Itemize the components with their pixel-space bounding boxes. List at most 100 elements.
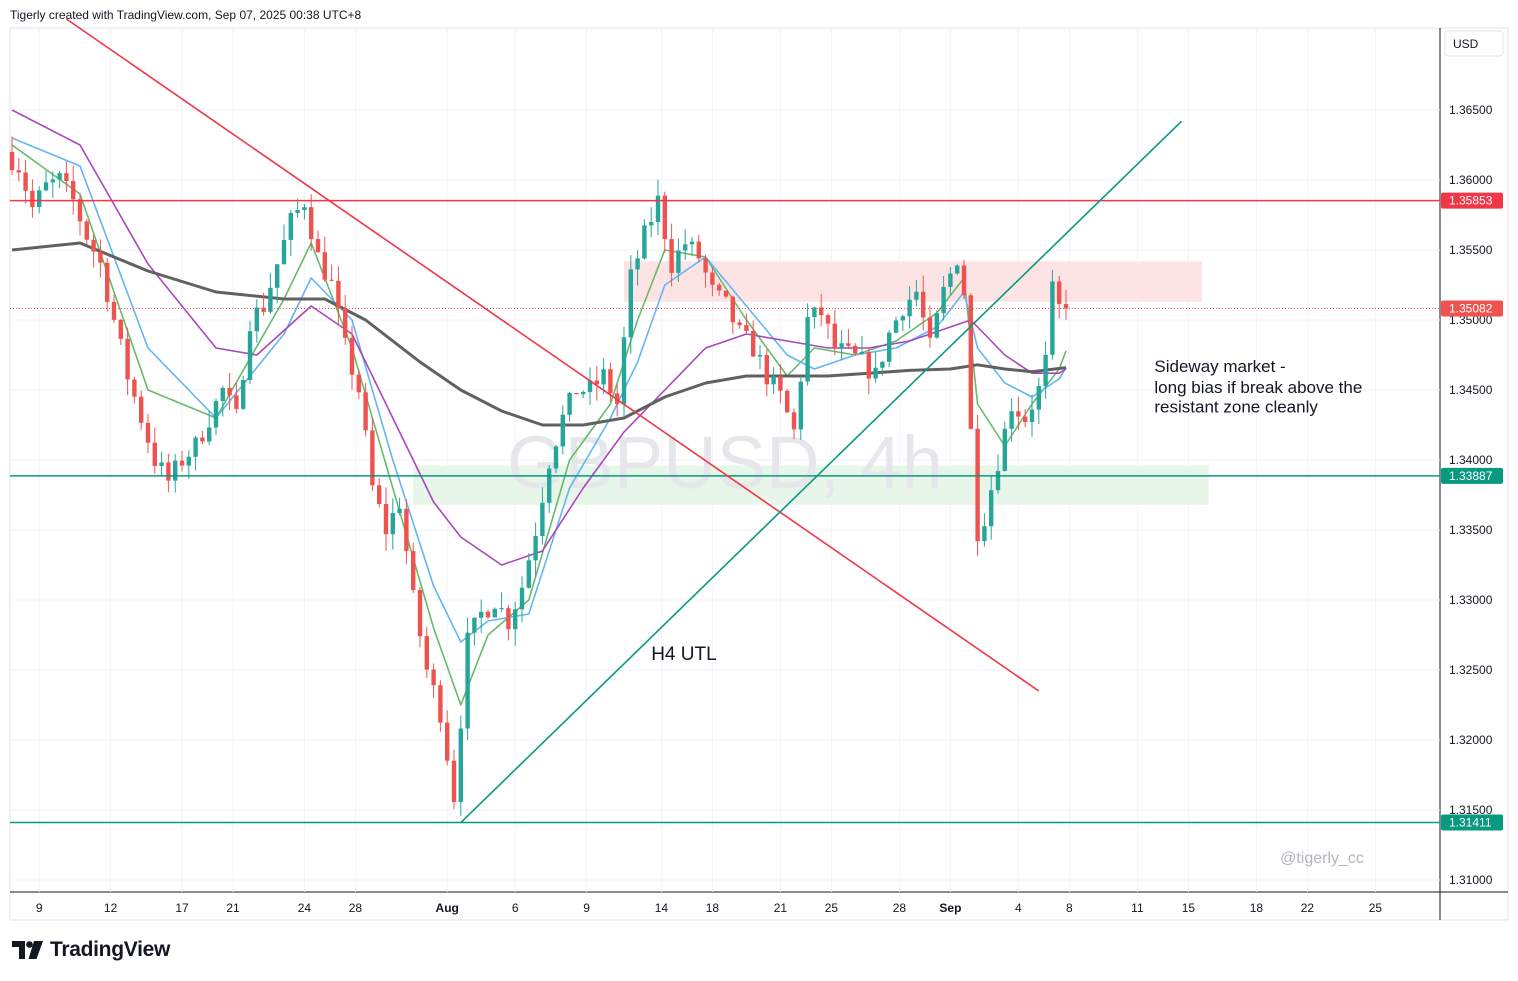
candle-body (798, 381, 803, 430)
candle-body (458, 728, 463, 802)
y-tick-label: 1.36500 (1449, 103, 1493, 117)
candle-body (635, 258, 640, 270)
candle-body (465, 632, 470, 729)
x-tick-label: 28 (893, 901, 907, 915)
candle-body (1036, 386, 1041, 410)
ma-line-ma-mid (11, 137, 1067, 643)
candle-body (111, 301, 117, 320)
candle-body (268, 287, 273, 312)
symbol-watermark: GBPUSD, 4h (507, 421, 943, 504)
candle-body (431, 669, 436, 686)
currency-button[interactable]: USD (1444, 30, 1504, 57)
candle-body (846, 343, 851, 346)
candle-body (669, 239, 674, 273)
candle-body (553, 446, 559, 469)
candle-body (411, 551, 416, 591)
candle-body (723, 290, 729, 297)
price-badge-label: 1.33887 (1449, 469, 1493, 483)
author-watermark: @tigerly_cc (1280, 850, 1364, 867)
x-tick-label: 25 (825, 901, 839, 915)
candle-body (404, 508, 409, 552)
grid (10, 28, 1440, 892)
candle-body (288, 213, 293, 240)
y-tick-label: 1.31000 (1449, 873, 1493, 887)
candle-body (71, 181, 76, 200)
candle-body (213, 401, 219, 428)
candle-body (887, 332, 892, 362)
candle-body (173, 460, 178, 481)
y-tick-label: 1.34000 (1449, 453, 1493, 467)
y-tick-label: 1.35500 (1449, 243, 1493, 257)
chart[interactable]: GBPUSD, 4h H4 UTL Sideway market - long bi… (0, 0, 1518, 930)
annotation-text: Sideway market - (1154, 357, 1285, 376)
candle-body (200, 437, 205, 442)
x-tick-label: 21 (226, 901, 240, 915)
candle-body (628, 269, 633, 338)
candle-body (642, 225, 647, 259)
y-tick-label: 1.32000 (1449, 733, 1493, 747)
candle-body (315, 239, 321, 253)
candle-body (145, 422, 151, 443)
candle-body (186, 456, 191, 466)
candle-body (472, 617, 477, 633)
candle-body (1029, 409, 1035, 423)
tradingview-logo[interactable]: TradingView (12, 938, 170, 962)
candle-body (832, 323, 837, 348)
candle-body (1050, 281, 1055, 355)
candle-body (1063, 304, 1069, 309)
candle-body (778, 376, 783, 391)
candle-body (132, 379, 137, 397)
candle-body (812, 307, 817, 318)
candle-body (179, 460, 185, 466)
annotation-text: H4 UTL (651, 644, 716, 665)
candle-body (805, 317, 810, 382)
candle-body (751, 330, 756, 357)
y-tick-label: 1.33000 (1449, 593, 1493, 607)
price-axis[interactable]: 1.365001.360001.355001.350001.345001.340… (1449, 103, 1493, 887)
candle-body (880, 361, 885, 368)
candle-body (207, 427, 212, 442)
candle-body (859, 351, 865, 354)
candle-body (540, 502, 545, 537)
candle-body (893, 320, 899, 333)
candle-body (166, 462, 171, 481)
candle-body (934, 313, 939, 338)
candle-body (574, 392, 579, 395)
time-axis[interactable]: 9 12 17 21 24 28 Aug 6 9 14 18 21 25 28 Sep 4 8 11 15 18 22 2… (36, 901, 1383, 915)
candle-body (581, 391, 586, 395)
candle-body (43, 182, 49, 191)
y-tick-label: 1.33500 (1449, 523, 1493, 537)
candle-body (989, 490, 994, 527)
candle-body (23, 172, 28, 191)
candle-body (921, 291, 926, 318)
x-tick-label: 15 (1182, 901, 1196, 915)
candles (9, 136, 1069, 816)
x-tick-label: 9 (36, 901, 43, 915)
annotations: H4 UTL Sideway market - long bias if break… (651, 357, 1362, 665)
candle-body (791, 412, 797, 430)
price-badge-label: 1.35082 (1449, 302, 1493, 316)
ma-line-ma-long (11, 241, 1067, 427)
candle-body (30, 190, 35, 208)
candle-body (703, 258, 708, 273)
candle-body (621, 337, 627, 405)
candle-body (853, 345, 858, 354)
candle-body (1057, 281, 1062, 305)
candle-body (241, 379, 246, 409)
candle-body (349, 337, 355, 375)
x-tick-label: 11 (1131, 901, 1144, 915)
candle-body (519, 587, 525, 610)
candle-body (785, 390, 790, 413)
x-tick-label: 17 (175, 901, 189, 915)
candle-body (220, 387, 225, 402)
trend-line-h4-utl (460, 120, 1183, 824)
candle-body (506, 608, 511, 630)
candle-body (397, 508, 402, 514)
candle-body (1016, 411, 1021, 417)
candle-body (771, 376, 776, 385)
x-tick-label: 8 (1066, 901, 1073, 915)
candle-body (689, 241, 695, 245)
price-badge (1441, 814, 1503, 831)
candle-body (819, 307, 824, 316)
candle-body (281, 239, 287, 265)
